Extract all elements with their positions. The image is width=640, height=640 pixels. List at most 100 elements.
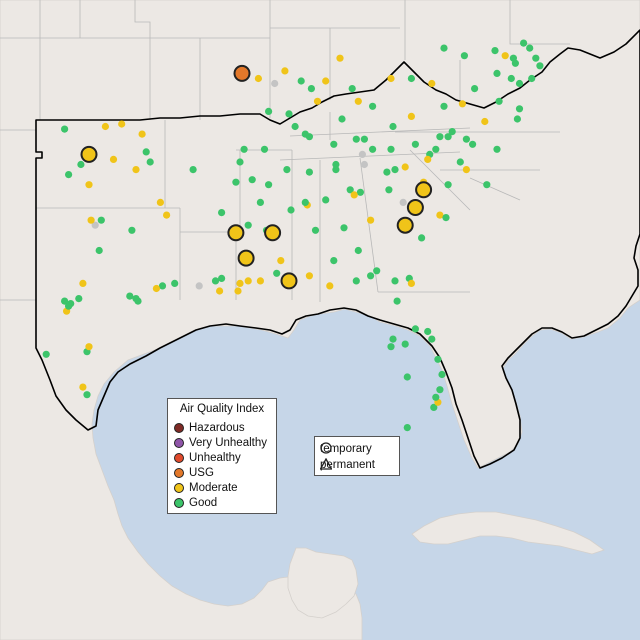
monitor-marker [401,163,409,171]
monitor-marker [83,391,91,399]
monitor-marker [430,403,438,411]
monitor-marker [171,279,179,287]
monitor-marker [146,158,154,166]
monitor-marker [332,166,340,174]
cuba-island [411,511,605,555]
monitor-marker [330,140,338,148]
region-outline [35,29,640,469]
monitor-marker [305,168,313,176]
monitor-marker [432,145,440,153]
triangle-icon [320,458,332,470]
monitor-marker [393,297,401,305]
legend-swatch-moderate [174,483,184,493]
legend-label-good: Good [189,497,218,509]
monitor-marker [142,148,150,156]
monitor-marker [281,67,289,75]
monitor-marker [232,178,240,186]
monitor-marker [330,257,338,265]
monitor-marker [501,52,509,60]
monitor-marker [460,52,468,60]
monitor-marker [515,105,524,113]
temporary-monitor-marker [233,64,251,82]
monitor-marker [354,246,362,255]
monitor-marker [360,160,368,169]
monitor-marker [360,135,368,143]
state-border-line [469,177,521,201]
monitor-marker [260,145,269,153]
temporary-monitor-marker [237,249,255,267]
legend-swatch-hazardous [174,423,184,433]
state-border-line [134,0,151,120]
legend-label-unhealthy: Unhealthy [189,452,241,464]
monitor-marker [97,216,105,224]
legend-item-good: Good [174,496,217,510]
monitor-marker [483,181,491,189]
aqi-legend: Air Quality Index Hazardous Very Unhealt… [167,398,277,514]
monitor-marker [352,135,360,143]
monitor-marker [244,221,252,229]
monitor-marker [79,383,87,391]
monitor-marker [138,130,146,138]
legend-label-hazardous: Hazardous [189,422,245,434]
legend-label-permanent: permanent [320,459,375,471]
monitor-marker [301,130,309,138]
legend-item-moderate: Moderate [174,481,238,495]
monitor-marker [132,166,140,174]
monitor-marker [61,125,69,133]
monitor-marker [369,145,377,153]
temporary-monitor-marker [264,224,282,242]
circle-icon [320,442,332,454]
monitor-marker [332,160,340,169]
monitor-marker [350,191,358,199]
monitor-marker [354,97,362,105]
monitor-marker [311,226,320,234]
yucatan-peninsula [287,547,359,619]
monitor-marker [271,79,279,88]
monitor-marker [367,216,375,224]
monitor-marker [101,122,109,131]
monitor-marker [322,196,330,204]
monitor-type-legend: temporary permanent [314,436,400,476]
monitor-marker [358,150,366,158]
monitor-marker [536,62,544,70]
monitor-marker [493,69,501,77]
monitor-marker [428,335,436,343]
monitor-marker [403,373,411,381]
monitor-marker [442,214,450,222]
monitor-marker [211,277,220,285]
monitor-marker [126,292,134,300]
monitor-marker [61,297,69,305]
monitor-marker [265,107,273,115]
monitor-marker [391,166,399,174]
monitor-marker [418,234,426,242]
legend-item-hazardous: Hazardous [174,421,245,435]
monitor-marker [322,77,330,85]
monitor-marker [348,85,356,93]
monitor-marker [163,211,171,219]
legend-label-very-unhealthy: Very Unhealthy [189,437,267,449]
monitor-marker [340,224,348,232]
monitor-marker [189,166,197,174]
monitor-marker [481,117,489,126]
monitor-marker [216,287,224,295]
temporary-monitor-marker [227,224,245,242]
monitor-marker [287,206,295,214]
monitor-marker [432,393,440,401]
legend-title: Air Quality Index [179,403,265,415]
monitor-marker [356,188,364,196]
temporary-monitor-marker [406,199,424,216]
monitor-marker [532,54,540,62]
monitor-marker [352,277,360,285]
monitor-marker [265,181,273,189]
monitor-marker [277,257,285,265]
state-borders [0,0,570,302]
monitor-marker [436,211,444,219]
monitor-marker [399,198,407,206]
monitor-marker [428,79,436,88]
monitor-marker [424,155,432,163]
monitor-marker [391,277,399,285]
monitor-marker [283,166,291,174]
monitor-marker [254,74,262,83]
